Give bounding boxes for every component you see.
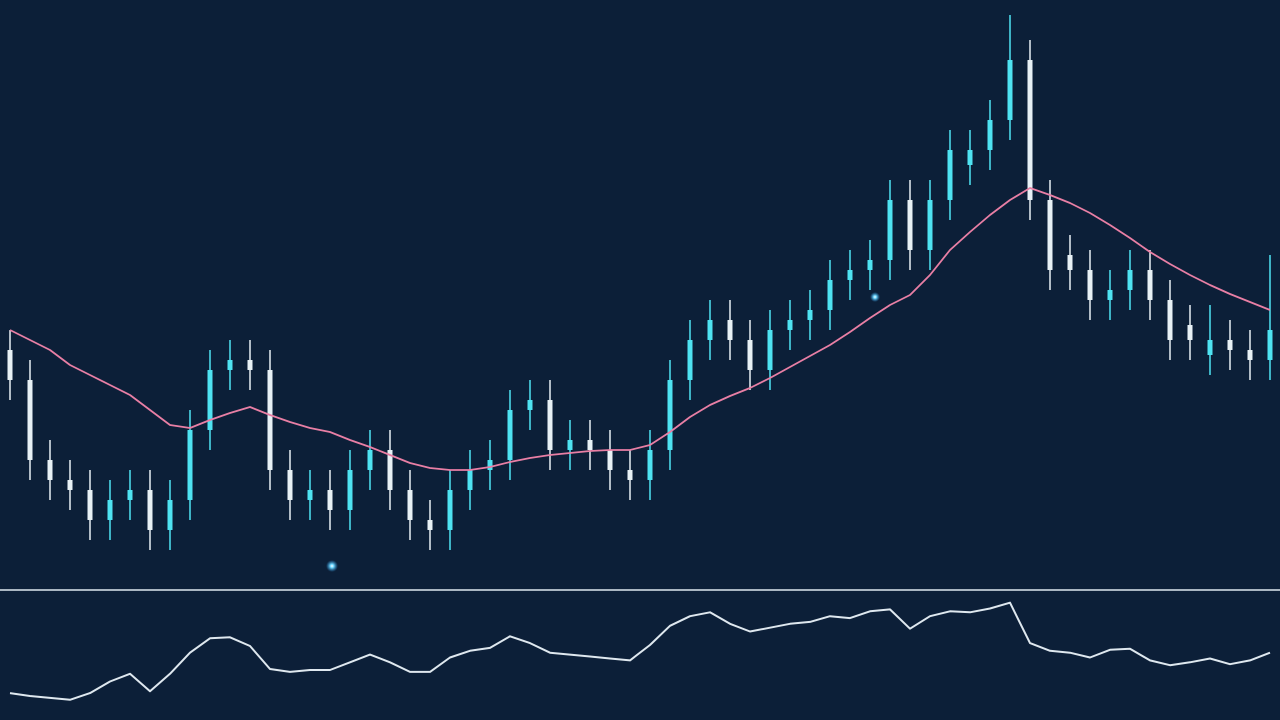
candle-body — [1027, 60, 1033, 200]
line-series — [9, 601, 1271, 701]
candle-body — [767, 330, 773, 370]
candle-body — [527, 400, 533, 410]
candle-body — [187, 430, 193, 500]
candle-body — [87, 490, 93, 520]
candle-body — [327, 490, 333, 510]
candle-body — [467, 470, 473, 490]
candle-body — [1127, 270, 1133, 290]
candle-body — [1087, 270, 1093, 300]
glow-dot — [870, 292, 880, 302]
candle-body — [547, 400, 553, 450]
candle-body — [647, 450, 653, 480]
candle-body — [967, 150, 973, 165]
candle-body — [487, 460, 493, 470]
candle-body — [67, 480, 73, 490]
candle-body — [167, 500, 173, 530]
candle-body — [867, 260, 873, 270]
glow-dot — [326, 560, 338, 572]
candle-body — [607, 450, 613, 470]
candle-body — [307, 490, 313, 500]
candle-body — [587, 440, 593, 450]
candle-body — [847, 270, 853, 280]
candle-body — [827, 280, 833, 310]
candle-body — [427, 520, 433, 530]
candle-body — [407, 490, 413, 520]
candle-body — [1207, 340, 1213, 355]
candle-body — [287, 470, 293, 500]
candle-body — [1227, 340, 1233, 350]
candle-body — [907, 200, 913, 250]
candle-body — [207, 370, 213, 430]
candle-body — [127, 490, 133, 500]
candle-body — [47, 460, 53, 480]
candle-body — [147, 490, 153, 530]
candle-body — [667, 380, 673, 450]
candle-body — [787, 320, 793, 330]
candle-body — [27, 380, 33, 460]
candle-body — [227, 360, 233, 370]
candle-body — [247, 360, 253, 370]
candle-body — [507, 410, 513, 460]
candle-body — [807, 310, 813, 320]
candle-body — [107, 500, 113, 520]
candle-body — [7, 350, 13, 380]
candle-body — [727, 320, 733, 340]
candle-body — [1067, 255, 1073, 270]
candle-body — [1167, 300, 1173, 340]
price-panel — [7, 15, 1273, 550]
candle-body — [947, 150, 953, 200]
candle-body — [1267, 330, 1273, 360]
candle-body — [1187, 325, 1193, 340]
candle-body — [387, 450, 393, 490]
candle-body — [1107, 290, 1113, 300]
candle-body — [687, 340, 693, 380]
candle-body — [987, 120, 993, 150]
candle-body — [1147, 270, 1153, 300]
candle-body — [347, 470, 353, 510]
candle-body — [1047, 200, 1053, 270]
candle-body — [1007, 60, 1013, 120]
oscillator-panel — [9, 601, 1271, 701]
candle-body — [627, 470, 633, 480]
candle-body — [367, 450, 373, 470]
candle-body — [447, 490, 453, 530]
candle-body — [747, 340, 753, 370]
candle-body — [927, 200, 933, 250]
candle-body — [707, 320, 713, 340]
candle-body — [887, 200, 893, 260]
candle-body — [267, 370, 273, 470]
candle-body — [1247, 350, 1253, 360]
line-series — [9, 187, 1271, 471]
candle-body — [567, 440, 573, 450]
